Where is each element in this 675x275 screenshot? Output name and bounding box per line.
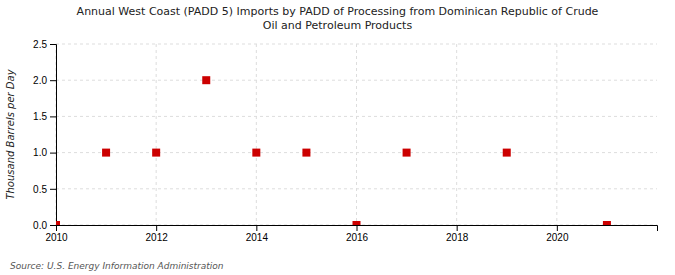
title-line: Oil and Petroleum Products <box>263 19 413 32</box>
y-tick: 0.5 <box>33 184 56 195</box>
y-grid-line <box>56 188 657 189</box>
y-grid-line <box>56 116 657 117</box>
point <box>503 149 511 157</box>
y-tick-mark <box>50 80 56 81</box>
point <box>603 221 611 225</box>
x-tick-label: 2012 <box>146 232 169 243</box>
y-tick: 1.0 <box>33 147 56 158</box>
point <box>102 149 110 157</box>
grid <box>56 44 657 225</box>
point <box>252 149 260 157</box>
y-tick: 2.5 <box>33 39 56 50</box>
y-tick-mark <box>50 44 56 45</box>
x-tick: 2014 <box>246 225 269 243</box>
x-tick-mark <box>557 225 558 231</box>
x-grid-line <box>156 44 157 225</box>
x-tick-label: 2010 <box>45 232 68 243</box>
x-tick-label: 2020 <box>546 232 569 243</box>
y-tick: 1.5 <box>33 111 56 122</box>
x-tick: 2020 <box>546 225 569 243</box>
x-grid-line <box>356 44 357 225</box>
x-tick: 2012 <box>146 225 169 243</box>
y-grid-line <box>56 80 657 81</box>
title: Annual West Coast (PADD 5) Imports by PA… <box>77 5 599 32</box>
y-tick-mark <box>50 116 56 117</box>
y-axis-title: Thousand Barrels per Day <box>5 68 16 199</box>
x-grid-line <box>256 44 257 225</box>
x-tick-label: 2014 <box>246 232 269 243</box>
x-tick: 2010 <box>45 225 68 243</box>
y-tick-label: 2.5 <box>33 39 47 50</box>
points <box>56 76 611 225</box>
y-tick-label: 1.0 <box>33 147 47 158</box>
x-grid-line <box>556 44 557 225</box>
x-tick-mark <box>256 225 257 231</box>
x-tick-mark <box>156 225 157 231</box>
point <box>56 221 60 225</box>
y-tick-label: 2.0 <box>33 75 47 86</box>
y-axis-line <box>50 45 57 226</box>
x-tick: 2018 <box>446 225 469 243</box>
y-tick-mark <box>50 153 56 154</box>
y-tick: 0.0 <box>33 220 56 231</box>
y-grid-line <box>56 44 657 45</box>
plot-area: 2010 2012 2014 2016 2018 2020 0.0 0.5 1.0 1.5 2.0 2… <box>33 39 657 243</box>
y-tick-label: 1.5 <box>33 111 47 122</box>
y-tick-mark <box>50 225 56 226</box>
point <box>152 149 160 157</box>
x-tick-mark <box>457 225 458 231</box>
x-axis: 2010 2012 2014 2016 2018 2020 <box>45 225 657 243</box>
y-tick-label: 0.0 <box>33 220 47 231</box>
chart-container: 2010 2012 2014 2016 2018 2020 0.0 0.5 1.0 1.5 2.0 2… <box>0 0 675 275</box>
chart-svg: 2010 2012 2014 2016 2018 2020 0.0 0.5 1.0 1.5 2.0 2… <box>0 0 675 275</box>
point <box>353 221 361 225</box>
point <box>202 76 210 84</box>
x-tick: 2016 <box>346 225 369 243</box>
y-tick-label: 0.5 <box>33 184 47 195</box>
y-grid-line <box>56 152 657 153</box>
x-axis-line <box>57 226 658 232</box>
y-tick: 2.0 <box>33 75 56 86</box>
title-line: Annual West Coast (PADD 5) Imports by PA… <box>77 5 599 18</box>
y-axis: 0.0 0.5 1.0 1.5 2.0 2.5 <box>33 39 56 231</box>
point <box>403 149 411 157</box>
y-tick-mark <box>50 189 56 190</box>
x-tick-label: 2016 <box>346 232 369 243</box>
x-grid-line <box>456 44 457 225</box>
x-tick-label: 2018 <box>446 232 469 243</box>
x-tick-mark <box>357 225 358 231</box>
point <box>302 149 310 157</box>
source-note: Source: U.S. Energy Information Administ… <box>10 261 224 271</box>
